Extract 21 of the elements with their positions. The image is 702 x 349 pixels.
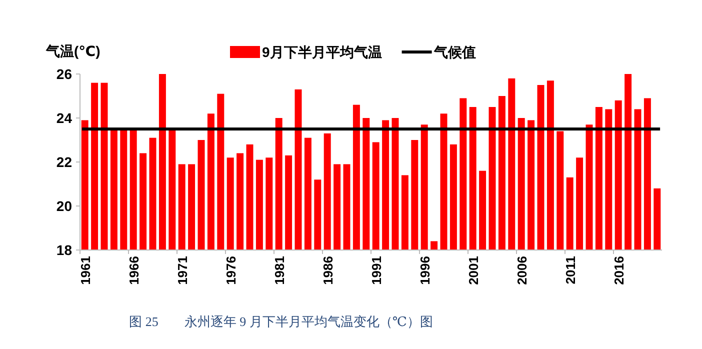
x-tick-label: 1961 xyxy=(78,256,93,285)
x-tick-label: 1981 xyxy=(272,256,287,285)
y-tick-label: 18 xyxy=(56,242,72,258)
x-tick-label: 2011 xyxy=(562,256,578,284)
x-tick-label: 2001 xyxy=(466,256,481,285)
legend-label: 气候值 xyxy=(432,44,476,60)
y-tick-label: 24 xyxy=(56,110,72,126)
y-tick-label: 20 xyxy=(56,198,72,214)
x-tick-label: 2016 xyxy=(611,256,626,285)
x-tick-label: 1991 xyxy=(368,256,384,285)
y-axis-title: 气温(℃) xyxy=(45,43,100,59)
x-tick-label: 1966 xyxy=(126,256,142,285)
x-tick-label: 1996 xyxy=(417,256,432,285)
x-tick-label: 1986 xyxy=(320,256,336,285)
x-tick-label: 1976 xyxy=(223,256,238,285)
y-tick-label: 22 xyxy=(56,154,72,170)
y-tick-label: 26 xyxy=(56,66,72,82)
x-tick-label: 2006 xyxy=(514,256,530,285)
caption: 图 25 永州逐年 9 月下半月平均气温变化（℃）图 xyxy=(129,314,433,329)
x-tick-label: 1971 xyxy=(174,256,190,285)
legend-label: 9月下半月平均气温 xyxy=(262,44,382,60)
